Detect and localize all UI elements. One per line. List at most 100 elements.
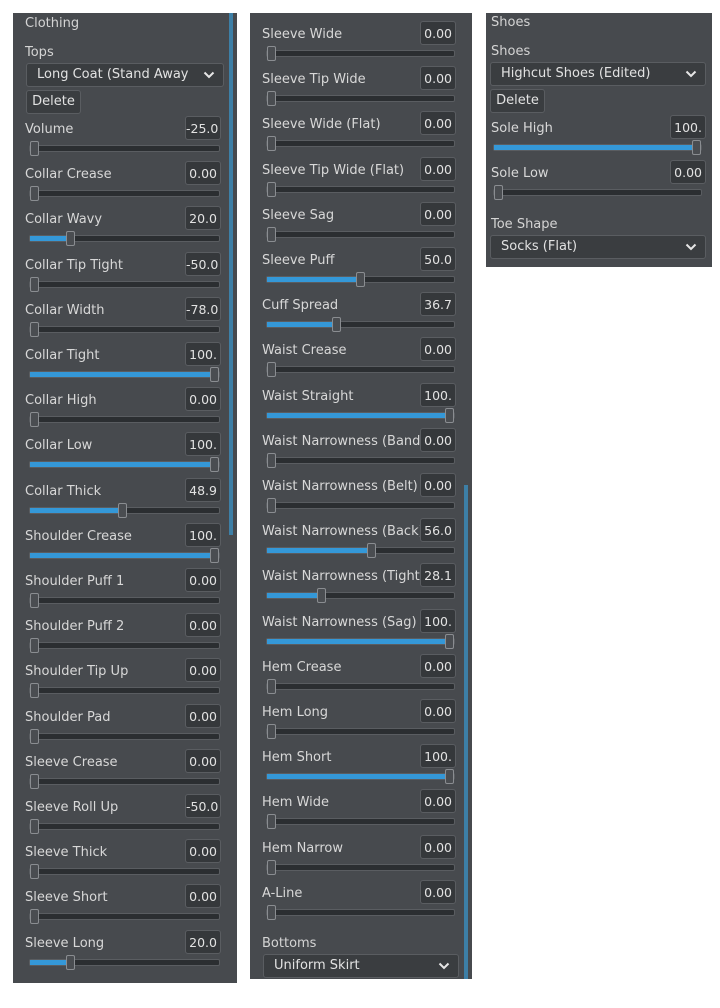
slider-track[interactable] <box>493 140 702 155</box>
slider-track[interactable] <box>29 231 220 247</box>
slider-value-field[interactable]: 20.0 <box>185 206 221 231</box>
slider-handle[interactable] <box>210 457 219 473</box>
slider-handle[interactable] <box>30 186 39 202</box>
slider-handle[interactable] <box>30 728 39 744</box>
slider-value-field[interactable]: 48.9 <box>185 477 221 502</box>
slider-value-field[interactable]: 0.00 <box>185 748 221 773</box>
slider-value-field[interactable]: 100. <box>670 115 706 139</box>
slider-track[interactable] <box>29 457 220 473</box>
slider-handle[interactable] <box>267 46 276 61</box>
slider-handle[interactable] <box>267 859 276 875</box>
slider-handle[interactable] <box>267 362 276 378</box>
slider-value-field[interactable]: -78.0 <box>185 296 221 321</box>
slider-track[interactable] <box>29 728 220 744</box>
slider-handle[interactable] <box>267 452 276 468</box>
tops-delete-button[interactable]: Delete <box>26 90 81 114</box>
slider-handle[interactable] <box>30 864 39 880</box>
slider-value-field[interactable]: 0.00 <box>420 473 456 497</box>
slider-track[interactable] <box>266 226 455 242</box>
toe-shape-dropdown[interactable]: Socks (Flat) <box>490 235 706 259</box>
slider-value-field[interactable]: 0.00 <box>185 613 221 638</box>
tops-dropdown[interactable]: Long Coat (Stand Away <box>26 63 224 87</box>
slider-value-field[interactable]: -25.0 <box>185 116 221 140</box>
slider-value-field[interactable]: 20.0 <box>185 929 221 954</box>
slider-handle[interactable] <box>30 276 39 292</box>
slider-track[interactable] <box>29 638 220 654</box>
slider-value-field[interactable]: 0.00 <box>185 658 221 683</box>
slider-value-field[interactable]: 28.1 <box>420 563 456 588</box>
slider-track[interactable] <box>266 859 455 875</box>
slider-handle[interactable] <box>267 181 276 197</box>
slider-handle[interactable] <box>30 773 39 789</box>
slider-track[interactable] <box>266 588 455 604</box>
slider-value-field[interactable]: 56.0 <box>420 518 456 543</box>
slider-value-field[interactable]: 0.00 <box>420 789 456 814</box>
slider-handle[interactable] <box>356 272 365 287</box>
slider-value-field[interactable]: 0.00 <box>420 879 456 904</box>
slider-value-field[interactable]: 0.00 <box>185 161 221 186</box>
slider-track[interactable] <box>266 498 455 513</box>
slider-track[interactable] <box>29 593 220 608</box>
shoes-delete-button[interactable]: Delete <box>490 89 545 113</box>
slider-track[interactable] <box>266 181 455 197</box>
slider-track[interactable] <box>266 904 455 920</box>
slider-track[interactable] <box>29 819 220 834</box>
slider-value-field[interactable]: 50.0 <box>420 247 456 271</box>
slider-track[interactable] <box>266 407 455 423</box>
clothing-panel-scrollbar-2[interactable] <box>464 485 468 979</box>
slider-handle[interactable] <box>692 140 701 155</box>
slider-value-field[interactable]: 0.00 <box>420 21 456 45</box>
slider-track[interactable] <box>266 678 455 694</box>
slider-handle[interactable] <box>30 819 39 834</box>
slider-handle[interactable] <box>30 683 39 699</box>
slider-track[interactable] <box>29 502 220 518</box>
slider-track[interactable] <box>266 452 455 468</box>
slider-handle[interactable] <box>445 769 454 785</box>
slider-handle[interactable] <box>267 498 276 513</box>
slider-value-field[interactable]: 0.00 <box>420 156 456 181</box>
slider-handle[interactable] <box>30 141 39 156</box>
slider-value-field[interactable]: 0.00 <box>420 66 456 91</box>
slider-track[interactable] <box>29 954 220 970</box>
slider-track[interactable] <box>266 272 455 287</box>
slider-handle[interactable] <box>494 185 503 200</box>
slider-value-field[interactable]: 36.7 <box>420 292 456 317</box>
slider-value-field[interactable]: 100. <box>185 342 221 366</box>
slider-value-field[interactable]: 0.00 <box>185 387 221 412</box>
slider-handle[interactable] <box>267 724 276 739</box>
slider-track[interactable] <box>29 909 220 925</box>
clothing-panel-scrollbar[interactable] <box>229 13 233 535</box>
slider-handle[interactable] <box>66 954 75 970</box>
slider-track[interactable] <box>266 46 455 61</box>
slider-track[interactable] <box>266 136 455 152</box>
slider-handle[interactable] <box>332 317 342 333</box>
slider-handle[interactable] <box>267 904 276 920</box>
slider-handle[interactable] <box>267 814 276 830</box>
slider-value-field[interactable]: 100. <box>420 382 456 407</box>
slider-track[interactable] <box>29 773 220 789</box>
slider-handle[interactable] <box>66 231 75 247</box>
slider-value-field[interactable]: 0.00 <box>185 703 221 728</box>
slider-value-field[interactable]: -50.0 <box>185 251 221 276</box>
slider-handle[interactable] <box>267 226 276 242</box>
slider-handle[interactable] <box>445 407 454 423</box>
slider-handle[interactable] <box>366 543 376 559</box>
slider-value-field[interactable]: 0.00 <box>420 111 456 136</box>
slider-track[interactable] <box>29 141 220 156</box>
slider-value-field[interactable]: 0.00 <box>420 834 456 859</box>
slider-handle[interactable] <box>445 633 454 649</box>
slider-handle[interactable] <box>118 502 128 518</box>
slider-handle[interactable] <box>267 136 276 152</box>
slider-track[interactable] <box>266 362 455 378</box>
slider-value-field[interactable]: 0.00 <box>670 160 706 184</box>
slider-track[interactable] <box>29 367 220 382</box>
slider-track[interactable] <box>29 276 220 292</box>
slider-track[interactable] <box>266 317 455 333</box>
slider-value-field[interactable]: 100. <box>185 522 221 547</box>
slider-track[interactable] <box>29 412 220 428</box>
slider-handle[interactable] <box>30 593 39 608</box>
slider-handle[interactable] <box>30 412 39 428</box>
slider-value-field[interactable]: 100. <box>185 432 221 457</box>
slider-value-field[interactable]: -50.0 <box>185 794 221 818</box>
slider-value-field[interactable]: 100. <box>420 608 456 633</box>
